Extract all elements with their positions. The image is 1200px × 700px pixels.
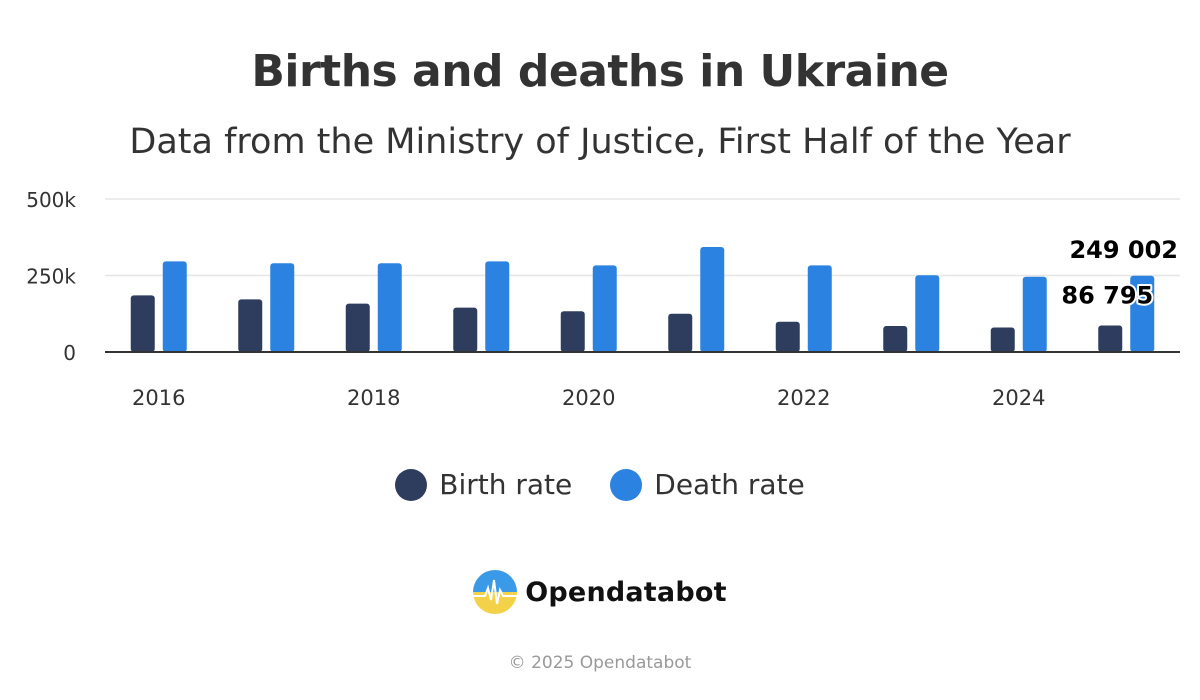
- bar-birth-rate: [453, 307, 478, 352]
- copyright: © 2025 Opendatabot: [508, 653, 692, 673]
- bar-death-rate: [377, 263, 402, 352]
- bar-birth-rate: [560, 311, 585, 352]
- bar-birth-rate: [345, 303, 370, 352]
- y-tick-label: 500k: [26, 188, 76, 212]
- bar-death-rate: [270, 263, 295, 352]
- x-tick-label: 2024: [992, 386, 1045, 410]
- bar-death-rate: [162, 261, 187, 352]
- death-rate-dot-icon: [610, 468, 643, 501]
- bar-birth-rate: [883, 325, 908, 352]
- data-labels: 249 002 86 795: [1059, 234, 1180, 312]
- x-tick-label: 2020: [562, 386, 615, 410]
- chart-subtitle: Data from the Ministry of Justice, First…: [129, 122, 1071, 162]
- data-label: 86 795: [1061, 281, 1153, 309]
- bar-death-rate: [485, 261, 510, 352]
- legend-item-birth-rate[interactable]: Birth rate: [395, 468, 572, 501]
- brand-name: Opendatabot: [525, 576, 727, 608]
- data-label: 249 002: [1069, 236, 1178, 264]
- bar-birth-rate: [775, 321, 800, 352]
- legend-label-death-rate: Death rate: [654, 468, 805, 501]
- chart-title: Births and deaths in Ukraine: [251, 46, 949, 97]
- y-tick-label: 250k: [26, 265, 76, 289]
- brand: Opendatabot: [0, 570, 1200, 614]
- bar-death-rate: [807, 265, 832, 352]
- bar-death-rate: [1130, 275, 1155, 352]
- chart-area: 0 250k 500k 2016 2018 2020 2022 2024 249 002 86…: [26, 188, 1180, 410]
- grid-lines: [105, 198, 1180, 277]
- bars: [130, 247, 1155, 352]
- bar-birth-rate: [238, 299, 263, 352]
- legend: Birth rate Death rate: [0, 468, 1200, 501]
- x-axis-ticks: 2016 2018 2020 2022 2024: [132, 386, 1045, 410]
- x-tick-label: 2016: [132, 386, 185, 410]
- x-tick-label: 2018: [347, 386, 400, 410]
- opendatabot-logo-icon: [473, 570, 518, 614]
- bar-birth-rate: [668, 313, 693, 352]
- y-tick-label: 0: [63, 341, 76, 365]
- x-tick-label: 2022: [777, 386, 830, 410]
- legend-label-birth-rate: Birth rate: [439, 468, 573, 501]
- bar-death-rate: [592, 265, 617, 352]
- bar-death-rate: [915, 275, 940, 352]
- bar-birth-rate: [990, 327, 1015, 352]
- legend-item-death-rate[interactable]: Death rate: [610, 468, 805, 501]
- birth-rate-dot-icon: [395, 468, 428, 501]
- y-axis-ticks: 0 250k 500k: [26, 188, 76, 365]
- bar-birth-rate: [130, 295, 155, 352]
- bar-death-rate: [700, 247, 725, 352]
- bar-death-rate: [1022, 276, 1047, 352]
- bar-birth-rate: [1098, 325, 1123, 352]
